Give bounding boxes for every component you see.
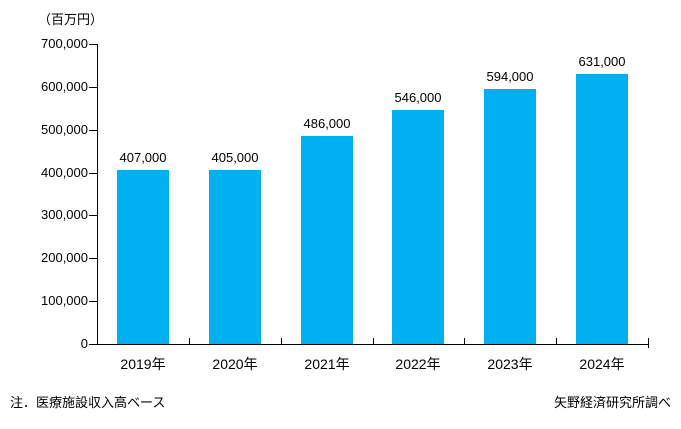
- y-axis-tick-mark: [89, 86, 97, 88]
- x-axis-tick-label: 2024年: [579, 356, 625, 372]
- bar: [209, 170, 261, 344]
- bar-value-label: 631,000: [578, 54, 626, 69]
- x-axis-tick-mark: [97, 338, 98, 344]
- y-axis-tick-mark: [89, 129, 97, 131]
- y-axis-tick-mark: [89, 172, 97, 174]
- y-axis-tick-mark: [89, 344, 97, 345]
- x-axis-tick-mark: [281, 338, 282, 344]
- x-axis-end-tick: [648, 344, 649, 348]
- x-axis-tick-label: 2023年: [487, 356, 533, 372]
- footnote: 注．医療施設収入高ベース: [10, 395, 166, 410]
- x-axis-tick-label: 2020年: [212, 356, 258, 372]
- bar: [576, 74, 628, 344]
- bar: [484, 89, 536, 344]
- bar-value-label: 405,000: [211, 150, 259, 165]
- bar-value-label: 407,000: [119, 150, 167, 165]
- bar-value-label: 486,000: [303, 116, 351, 131]
- y-axis-tick-label: 300,000: [41, 207, 88, 223]
- bar-value-label: 546,000: [394, 90, 442, 105]
- x-axis-tick-mark: [189, 338, 190, 344]
- y-axis-tick-label: 400,000: [41, 164, 88, 180]
- y-axis-tick-mark: [89, 258, 97, 260]
- y-axis-tick-label: 100,000: [41, 293, 88, 309]
- x-axis-tick-mark: [373, 338, 374, 344]
- bar: [392, 110, 444, 344]
- y-axis-tick-label: 700,000: [41, 36, 88, 51]
- y-axis-tick-mark: [89, 215, 97, 217]
- y-axis-tick-label: 600,000: [41, 78, 88, 94]
- y-axis-unit-label: （百万円）: [38, 12, 104, 27]
- x-axis-tick-mark: [648, 338, 649, 344]
- y-axis-line: [97, 44, 98, 345]
- bar: [301, 136, 353, 344]
- x-axis-line: [97, 344, 649, 345]
- bar: [117, 170, 169, 344]
- x-axis-tick-mark: [556, 338, 557, 344]
- x-axis-tick-label: 2021年: [304, 356, 350, 372]
- y-axis-tick-mark: [89, 44, 97, 45]
- x-axis-tick-label: 2019年: [120, 356, 166, 372]
- x-axis-tick-mark: [464, 338, 465, 344]
- y-axis-tick-mark: [89, 301, 97, 303]
- y-axis-tick-label: 200,000: [41, 250, 88, 266]
- bar-value-label: 594,000: [486, 69, 534, 84]
- y-axis-tick-label: 500,000: [41, 121, 88, 137]
- source-credit: 矢野経済研究所調べ: [553, 395, 671, 410]
- x-axis-tick-label: 2022年: [395, 356, 441, 372]
- y-axis-tick-label: 0: [80, 336, 88, 351]
